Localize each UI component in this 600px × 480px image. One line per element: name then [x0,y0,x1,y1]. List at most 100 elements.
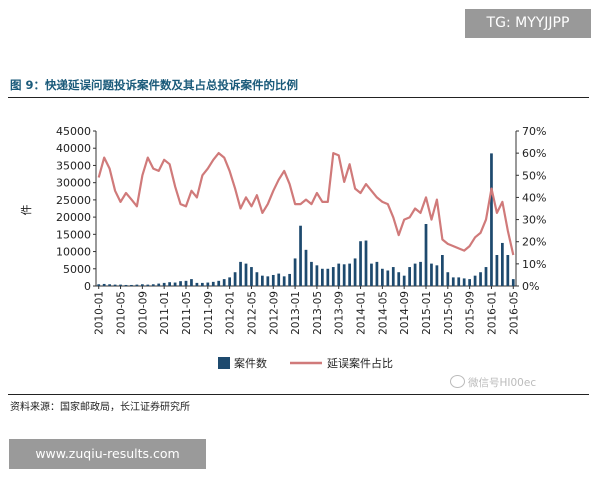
bar [441,255,444,286]
x-tick-label: 2015-05 [443,291,455,335]
bar [146,284,150,286]
legend-label-bar: 案件数 [234,356,267,370]
y2-tick-label: 50% [522,169,546,182]
x-tick-label: 2011-05 [181,291,193,335]
bar [375,261,379,286]
bar [130,284,133,286]
x-tick-label: 2012-05 [246,291,258,335]
x-tick-label: 2012-09 [268,291,280,335]
y-tick-label: 25000 [56,194,91,207]
bar [255,272,259,286]
bar [310,261,313,286]
x-tick-label: 2012-01 [225,291,237,335]
bar [462,278,466,286]
bar [168,282,171,286]
bar [381,268,384,286]
bar [233,272,237,286]
legend-label-line: 延误案件占比 [327,356,393,370]
bar [386,270,390,286]
bar [315,265,319,286]
x-tick-label: 2013-01 [290,291,302,335]
bar [141,284,144,286]
source-note: 资料来源：国家邮政局，长江证券研究所 [10,402,190,413]
series-line [97,151,515,256]
y2-tick-label: 60% [522,147,546,160]
bar [326,268,330,286]
bar [435,265,439,286]
bar [271,274,275,286]
y2-tick-label: 40% [522,191,546,204]
bar [190,279,193,286]
x-tick-label: 2013-05 [312,291,324,335]
bar [244,263,248,286]
bar [261,275,264,286]
y-tick-label: 40000 [56,142,91,155]
bar [119,284,122,286]
bar [473,275,477,286]
bar [288,273,291,286]
bar [108,284,111,286]
bar [135,284,139,286]
title-divider [8,97,589,98]
bar [173,282,177,286]
bar [359,241,362,286]
bar [266,276,270,286]
bar [102,283,106,286]
bar [228,277,231,286]
bar [419,261,422,286]
legend-swatch-bar [218,357,230,369]
y2-tick-label: 30% [522,214,546,227]
y-tick-label: 15000 [56,228,91,241]
bar [277,273,281,286]
bar [408,267,411,286]
bar [299,225,302,286]
y-tick-label: 30000 [56,177,91,190]
y-tick-label: 20000 [56,211,91,224]
watermark-badge: TG: MYYJJPP [465,9,591,38]
bar [424,224,428,286]
y-tick-label: 10000 [56,246,91,259]
x-tick-label: 2011-01 [159,291,171,335]
y-tick-label: 0 [84,280,91,293]
bar [348,263,351,286]
x-tick-label: 2015-09 [465,291,477,335]
bar [282,276,286,286]
bar [162,282,166,286]
x-tick-label: 2010-01 [94,291,106,335]
y-axis-title: 件 [20,205,33,216]
bar [364,240,368,286]
bar [413,263,417,286]
y-tick-label: 5000 [63,263,91,276]
bar [206,282,210,286]
bar [501,242,504,286]
figure-title: 图 9：快递延误问题投诉案件数及其占总投诉案件的比例 [10,78,299,92]
bar [184,280,188,286]
bar [490,153,493,286]
bar [239,261,242,286]
y2-tick-label: 0% [522,280,539,293]
bar [337,263,341,286]
bar [353,258,357,286]
bar [446,272,450,286]
wechat-icon [450,375,465,388]
y-tick-label: 35000 [56,159,91,172]
bar [430,263,433,286]
bar [113,284,117,286]
x-tick-label: 2016-05 [508,291,520,335]
bar [397,272,401,286]
x-tick-label: 2014-01 [356,291,368,335]
y2-tick-label: 10% [522,258,546,271]
bar [402,275,406,286]
x-tick-label: 2014-05 [377,291,389,335]
bar [250,267,253,286]
bar [479,272,482,286]
bar [217,280,221,286]
bar [97,284,101,286]
x-tick-label: 2014-09 [399,291,411,335]
bar [124,284,128,286]
bar [211,281,215,286]
bar [484,267,488,286]
source-divider [8,394,589,395]
x-tick-label: 2010-05 [116,291,128,335]
bar [179,281,182,286]
